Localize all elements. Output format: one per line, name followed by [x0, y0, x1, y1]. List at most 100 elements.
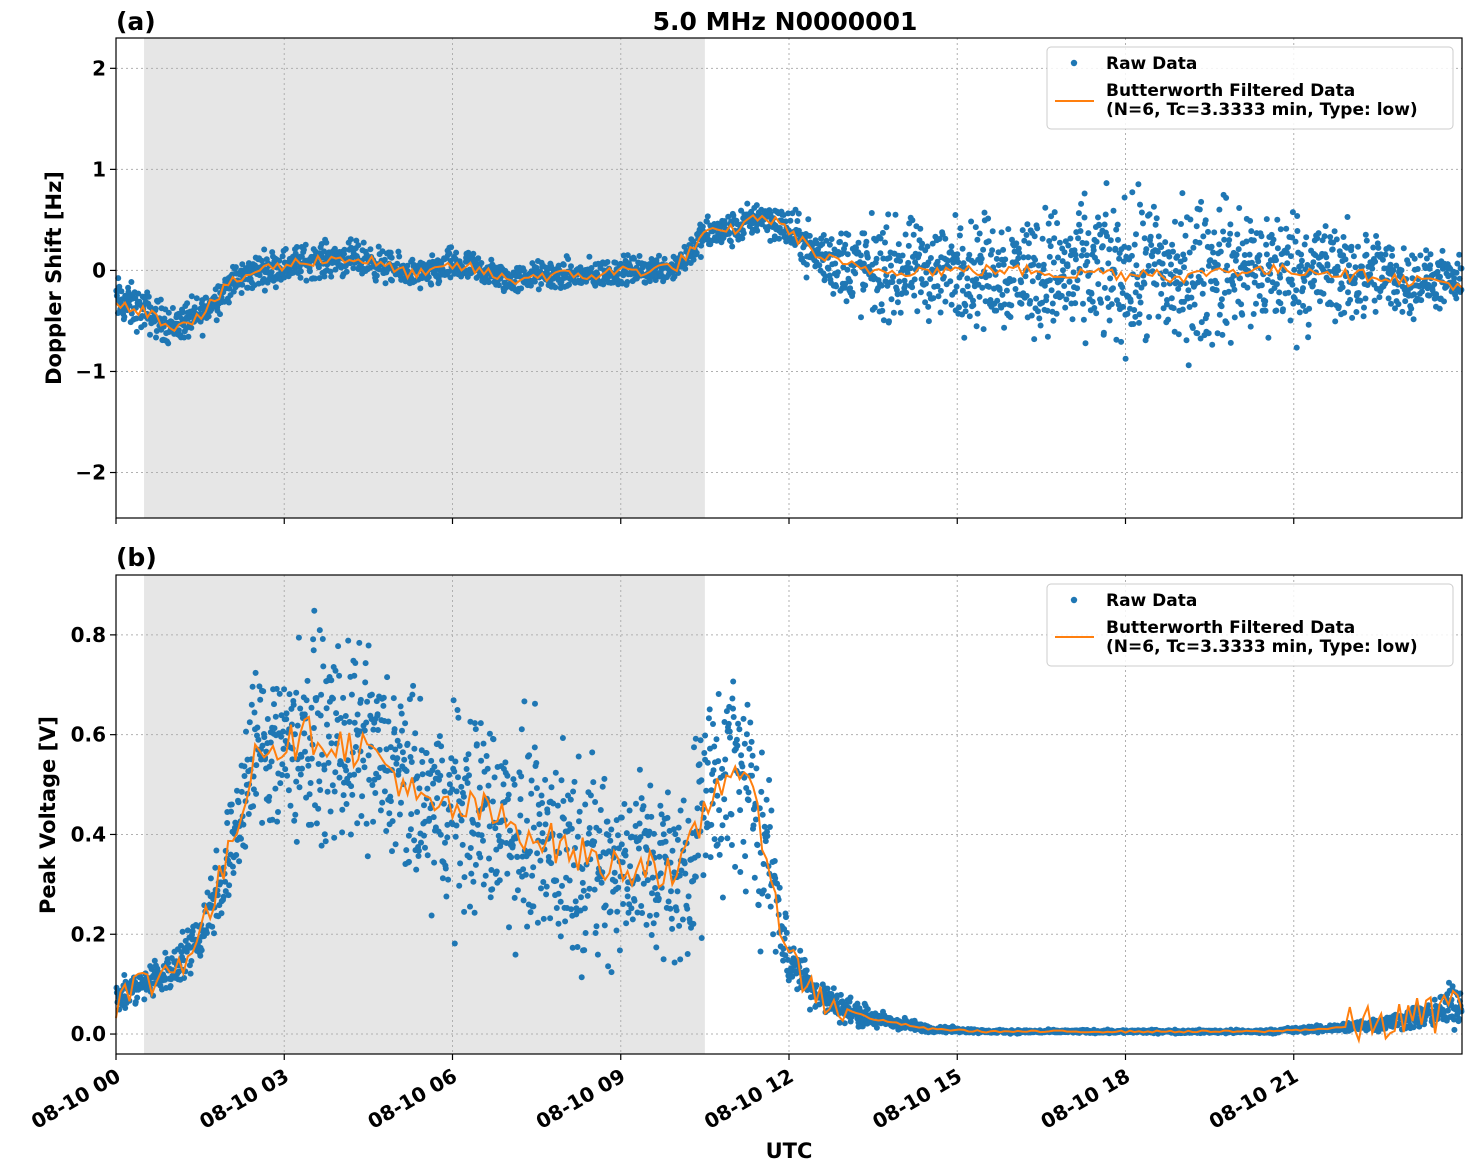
raw-data-point	[1342, 256, 1349, 263]
raw-data-point	[341, 246, 348, 253]
raw-data-point	[1456, 251, 1463, 258]
raw-data-point	[467, 903, 473, 910]
raw-data-point	[715, 691, 722, 697]
raw-data-point	[1362, 231, 1369, 238]
raw-data-point	[1070, 269, 1077, 276]
raw-data-point	[820, 232, 827, 238]
raw-data-point	[524, 817, 530, 824]
raw-data-point	[1453, 269, 1460, 276]
raw-data-point	[500, 781, 507, 788]
raw-data-point	[1311, 277, 1318, 284]
raw-data-point	[1115, 301, 1122, 308]
raw-data-point	[613, 927, 620, 934]
raw-data-point	[651, 830, 657, 837]
raw-data-point	[707, 854, 714, 861]
raw-data-point	[904, 270, 911, 277]
raw-data-point	[560, 798, 567, 804]
raw-data-point	[1076, 221, 1083, 228]
raw-data-point	[704, 232, 711, 238]
raw-data-point	[1104, 295, 1111, 302]
raw-data-point	[785, 210, 792, 217]
raw-data-point	[653, 911, 660, 918]
raw-data-point	[555, 920, 562, 927]
raw-data-point	[544, 267, 551, 274]
raw-data-point	[608, 826, 615, 833]
raw-data-point	[1001, 301, 1008, 308]
raw-data-point	[293, 244, 300, 250]
raw-data-point	[1072, 256, 1079, 263]
raw-data-point	[1223, 194, 1230, 201]
raw-data-point	[524, 923, 531, 930]
raw-data-point	[1045, 220, 1052, 227]
raw-data-point	[803, 274, 810, 281]
raw-data-point	[966, 251, 973, 258]
raw-data-point	[665, 898, 672, 905]
raw-data-point	[411, 745, 418, 752]
raw-data-point	[521, 698, 528, 705]
raw-data-point	[323, 705, 330, 712]
raw-data-point	[1080, 316, 1087, 323]
raw-data-point	[1300, 302, 1307, 309]
raw-data-point	[238, 835, 244, 842]
raw-data-point	[1363, 237, 1370, 244]
raw-data-point	[1198, 198, 1205, 205]
raw-data-point	[737, 869, 744, 875]
raw-data-point	[532, 700, 538, 707]
raw-data-point	[530, 824, 537, 831]
raw-data-point	[1277, 300, 1284, 307]
raw-data-point	[843, 298, 850, 305]
raw-data-point	[646, 912, 653, 919]
raw-data-point	[1051, 209, 1058, 216]
raw-data-point	[412, 730, 419, 737]
raw-data-point	[582, 930, 589, 936]
raw-data-point	[271, 725, 278, 732]
raw-data-point	[624, 252, 631, 259]
raw-data-point	[1352, 264, 1359, 271]
raw-data-point	[1276, 289, 1283, 296]
raw-data-point	[536, 821, 543, 828]
raw-data-point	[399, 727, 405, 734]
raw-data-point	[742, 888, 749, 895]
raw-data-point	[1300, 285, 1306, 292]
raw-data-point	[1102, 211, 1109, 218]
raw-data-point	[339, 806, 346, 813]
raw-data-point	[1372, 258, 1379, 265]
raw-data-point	[330, 695, 336, 702]
raw-data-point	[450, 697, 457, 704]
raw-data-point	[1216, 311, 1223, 318]
raw-data-point	[518, 285, 525, 292]
raw-data-point	[805, 216, 812, 223]
raw-data-point	[324, 788, 331, 795]
raw-data-point	[193, 295, 200, 302]
raw-data-point	[538, 281, 545, 287]
raw-data-point	[964, 275, 971, 282]
raw-data-point	[246, 719, 253, 726]
raw-data-point	[1082, 340, 1089, 347]
raw-data-point	[655, 895, 662, 902]
raw-data-point	[1128, 252, 1135, 259]
raw-data-point	[1410, 316, 1417, 323]
raw-data-point	[1247, 217, 1254, 224]
raw-data-point	[917, 289, 924, 296]
raw-data-point	[447, 274, 454, 281]
raw-data-point	[495, 282, 502, 289]
raw-data-point	[730, 705, 736, 712]
raw-data-point	[1289, 281, 1296, 288]
raw-data-point	[528, 777, 535, 784]
raw-data-point	[1205, 228, 1211, 235]
raw-data-point	[375, 727, 381, 733]
raw-data-point	[133, 315, 140, 322]
raw-data-point	[1049, 300, 1056, 307]
raw-data-point	[574, 944, 581, 950]
raw-data-point	[485, 279, 492, 286]
raw-data-point	[755, 902, 762, 909]
raw-data-point	[431, 859, 438, 866]
raw-data-point	[293, 778, 300, 785]
raw-data-point	[568, 825, 575, 832]
raw-data-point	[585, 830, 592, 837]
raw-data-point	[508, 854, 515, 861]
raw-data-point	[461, 874, 468, 881]
raw-data-point	[713, 736, 720, 743]
raw-data-point	[634, 876, 641, 882]
raw-data-point	[1101, 221, 1108, 228]
